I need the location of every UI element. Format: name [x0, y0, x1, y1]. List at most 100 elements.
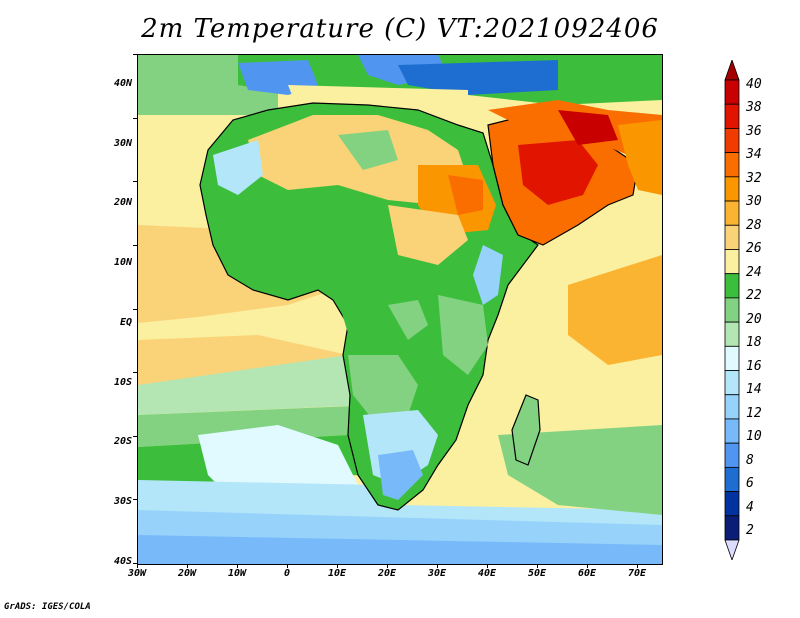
colorbar-label-22: 22	[746, 288, 762, 303]
atlas-cool	[213, 140, 263, 195]
colorbar-label-30: 30	[746, 194, 762, 209]
colorbar-segment	[724, 249, 740, 275]
colorbar-label-16: 16	[746, 359, 762, 374]
lon-label-60e: 60E	[577, 568, 597, 579]
lat-label-30n: 30N	[113, 138, 132, 149]
temperature-map	[137, 54, 663, 565]
colorbar-segment	[724, 200, 740, 226]
lon-tick-mark	[337, 564, 338, 568]
lat-label-40s: 40S	[113, 556, 132, 567]
colorbar-segment	[724, 128, 740, 154]
lon-label-20w: 20W	[177, 568, 197, 579]
south-africa-cool	[378, 450, 423, 500]
colorbar-segment	[724, 370, 740, 396]
colorbar-bottom-arrow	[724, 539, 740, 560]
angola-plateau	[348, 355, 418, 420]
lat-tick-mark	[133, 181, 137, 183]
lat-tick-mark	[133, 435, 137, 437]
lon-tick-mark	[437, 564, 438, 568]
colorbar-label-2: 2	[746, 523, 754, 538]
balkans-anatolia-cool	[398, 60, 558, 95]
lon-label-30e: 30E	[427, 568, 447, 579]
colorbar-label-40: 40	[746, 77, 762, 92]
colorbar-segment	[724, 394, 740, 420]
colorbar-segment	[724, 152, 740, 178]
ethiopian-highlands-cool	[473, 245, 503, 305]
colorbar-label-28: 28	[746, 218, 762, 233]
lat-label-30s: 30S	[113, 496, 132, 507]
lon-tick-mark	[187, 564, 188, 568]
indian-ocean-band-22	[498, 425, 662, 515]
lat-tick-mark	[133, 117, 137, 119]
south-atlantic-band-20	[138, 355, 378, 415]
lat-tick-mark	[133, 372, 137, 374]
madagascar	[511, 394, 541, 466]
lon-label-40e: 40E	[477, 568, 497, 579]
lat-label-20s: 20S	[113, 436, 132, 447]
map-canvas	[138, 55, 662, 564]
lon-label-30w: 30W	[127, 568, 147, 579]
lon-label-20e: 20E	[377, 568, 397, 579]
colorbar-segment	[724, 79, 740, 105]
colorbar-label-6: 6	[746, 476, 754, 491]
colorbar-segment	[724, 224, 740, 250]
colorbar-segment	[724, 466, 740, 492]
colorbar-label-26: 26	[746, 241, 762, 256]
southern-ocean-band-10	[138, 535, 662, 564]
saharan-mid-patch	[338, 130, 398, 170]
colorbar-label-38: 38	[746, 100, 762, 115]
colorbar-label-20: 20	[746, 312, 762, 327]
iran-east-warm	[618, 120, 662, 195]
colorbar-label-24: 24	[746, 265, 762, 280]
colorbar-segment	[724, 297, 740, 323]
arabian-sea-warm-field	[568, 255, 662, 365]
colorbar-label-8: 8	[746, 453, 754, 468]
colorbar-segment	[724, 176, 740, 202]
colorbar-segment	[724, 321, 740, 347]
east-africa-plateau	[438, 295, 488, 375]
colorbar-label-18: 18	[746, 335, 762, 350]
lat-tick-mark	[133, 54, 137, 55]
lat-label-10s: 10S	[113, 377, 132, 388]
temperature-colorbar	[724, 60, 740, 560]
map-title: 2m Temperature (C) VT:2021092406	[141, 14, 659, 44]
grads-credit: GrADS: IGES/COLA	[4, 602, 91, 612]
colorbar-label-34: 34	[746, 147, 762, 162]
lat-tick-mark	[133, 499, 137, 501]
colorbar-segment	[724, 418, 740, 444]
arabia-hottest	[518, 140, 598, 205]
colorbar-segment	[724, 345, 740, 371]
lon-tick-mark	[487, 564, 488, 568]
lon-tick-mark	[237, 564, 238, 568]
lat-label-40n: 40N	[113, 78, 132, 89]
colorbar-label-14: 14	[746, 382, 762, 397]
persian-gulf-hottest	[558, 110, 618, 145]
colorbar-top-arrow	[724, 60, 740, 81]
lat-label-10n: 10N	[113, 257, 132, 268]
colorbar-segment	[724, 442, 740, 468]
lon-label-10w: 10W	[227, 568, 247, 579]
lat-tick-mark	[133, 308, 137, 310]
lon-label-70e: 70E	[627, 568, 647, 579]
lon-label-0: 0	[283, 568, 291, 579]
colorbar-label-4: 4	[746, 500, 754, 515]
congo-patch	[388, 300, 428, 340]
colorbar-label-32: 32	[746, 171, 762, 186]
lon-label-10e: 10E	[327, 568, 347, 579]
lon-label-50e: 50E	[527, 568, 547, 579]
colorbar-label-36: 36	[746, 124, 762, 139]
lon-tick-mark	[287, 564, 288, 568]
lon-tick-mark	[137, 564, 138, 568]
colorbar-label-10: 10	[746, 429, 762, 444]
lon-tick-mark	[637, 564, 638, 568]
colorbar-segment	[724, 273, 740, 299]
lat-label-eq: EQ	[119, 317, 132, 328]
lon-tick-mark	[587, 564, 588, 568]
colorbar-segment	[724, 103, 740, 129]
colorbar-label-12: 12	[746, 406, 762, 421]
lon-tick-mark	[387, 564, 388, 568]
colorbar-segment	[724, 515, 740, 541]
lat-tick-mark	[133, 563, 137, 564]
colorbar-segment	[724, 491, 740, 517]
lat-label-20n: 20N	[113, 197, 132, 208]
